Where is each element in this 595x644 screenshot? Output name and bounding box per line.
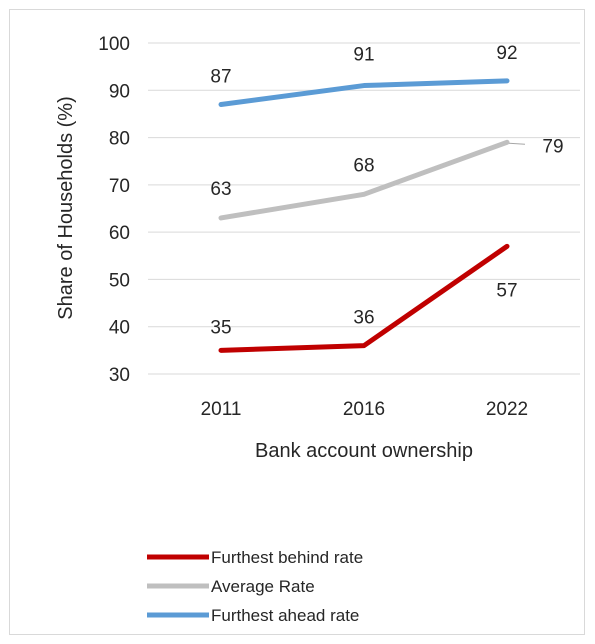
chart-area (9, 9, 585, 635)
legend-label: Average Rate (211, 577, 315, 596)
data-label: 87 (210, 66, 231, 87)
data-label: 91 (353, 45, 374, 66)
x-tick-label: 2011 (201, 399, 242, 420)
legend-label: Furthest ahead rate (211, 606, 359, 625)
data-label: 92 (496, 43, 517, 64)
y-tick-label: 40 (109, 318, 130, 339)
data-label: 36 (353, 308, 374, 329)
x-tick-label: 2022 (486, 399, 528, 420)
leader-line (508, 142, 526, 145)
y-tick-label: 60 (109, 223, 130, 244)
x-axis-label: Bank account ownership (255, 440, 473, 462)
y-axis-label: Share of Households (%) (55, 96, 77, 319)
series-line (218, 139, 510, 221)
data-label: 63 (210, 179, 231, 200)
y-tick-label: 100 (98, 34, 130, 55)
data-labels: 35 36 57 63 68 79 87 91 92 (210, 43, 563, 339)
y-tick-label: 90 (109, 81, 130, 102)
x-axis-ticks: 2011 2016 2022 (201, 399, 529, 420)
x-tick-label: 2016 (343, 399, 385, 420)
y-tick-label: 80 (109, 129, 130, 150)
y-tick-label: 30 (109, 365, 130, 386)
gridlines (148, 42, 580, 375)
y-axis-ticks: 30 40 50 60 70 80 90 100 (98, 34, 130, 386)
data-label: 35 (210, 317, 231, 338)
y-tick-label: 50 (109, 270, 130, 291)
y-tick-label: 70 (109, 176, 130, 197)
data-label: 57 (496, 280, 517, 301)
series-line (218, 243, 510, 353)
legend: Furthest behind rate Average Rate Furthest… (147, 548, 363, 625)
series-lines (218, 78, 510, 353)
series-line (218, 78, 510, 107)
data-label: 68 (353, 155, 374, 176)
data-label: 79 (542, 136, 563, 157)
legend-label: Furthest behind rate (211, 548, 363, 567)
